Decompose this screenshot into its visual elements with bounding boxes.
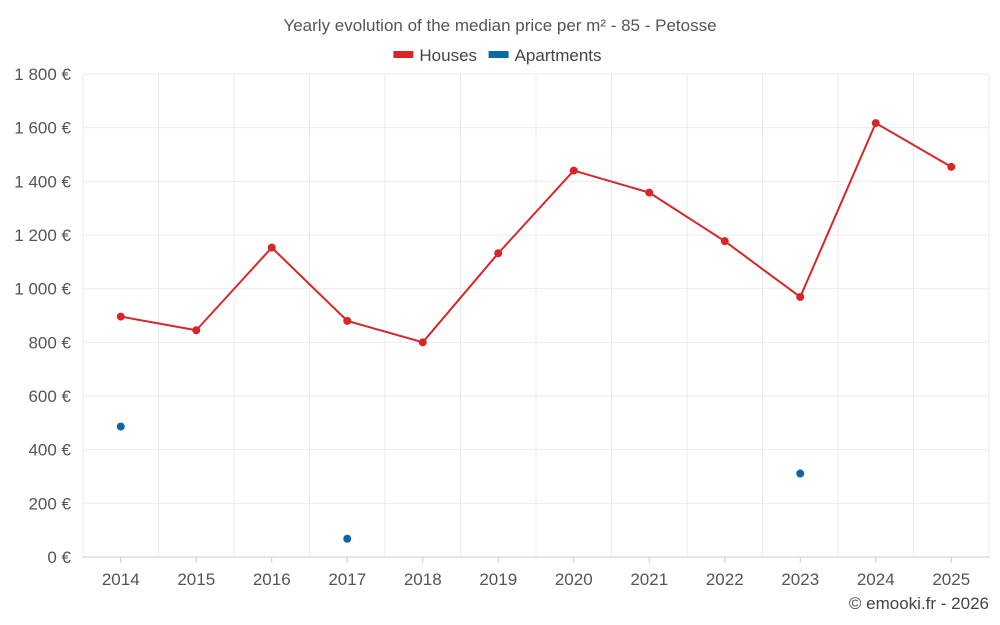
houses-data-point (192, 326, 201, 335)
houses-data-point (267, 243, 276, 252)
y-tick-label: 200 € (28, 494, 71, 513)
x-tick-label: 2016 (253, 570, 291, 589)
x-tick-label: 2020 (555, 570, 593, 589)
series-layer (116, 119, 956, 543)
x-tick-label: 2024 (857, 570, 895, 589)
y-tick-label: 1 600 € (14, 119, 71, 138)
apartments-data-point (116, 422, 125, 431)
y-tick-label: 0 € (47, 548, 71, 567)
houses-series-line (120, 122, 952, 344)
y-tick-label: 1 200 € (14, 226, 71, 245)
x-tick-label: 2014 (102, 570, 140, 589)
x-tick-label: 2019 (479, 570, 517, 589)
houses-legend-label: Houses (419, 46, 477, 65)
axes: 0 € 200 € 400 € 600 € 800 € 1 000 € 1 200 € 1 4… (14, 65, 989, 589)
houses-data-point (796, 292, 805, 301)
houses-data-point (645, 188, 654, 197)
apartments-data-point (796, 469, 805, 478)
y-tick-label: 800 € (28, 333, 71, 352)
houses-data-point (947, 162, 956, 171)
houses-data-point (418, 338, 427, 347)
y-tick-label: 1 000 € (14, 280, 71, 299)
houses-data-point (569, 166, 578, 175)
houses-data-point (116, 312, 125, 321)
apartments-data-point (343, 534, 352, 543)
x-tick-label: 2018 (404, 570, 442, 589)
grid (82, 73, 990, 557)
houses-data-point (871, 119, 880, 128)
x-tick-label: 2015 (177, 570, 215, 589)
houses-data-point (720, 237, 729, 246)
x-tick-label: 2021 (630, 570, 668, 589)
houses-legend-swatch (393, 51, 414, 58)
houses-data-point (494, 249, 503, 258)
chart-title: Yearly evolution of the median price per… (283, 16, 716, 35)
y-tick-label: 1 800 € (14, 65, 71, 84)
legend: Houses Apartments (393, 46, 602, 65)
y-tick-label: 600 € (28, 387, 71, 406)
x-tick-label: 2017 (328, 570, 366, 589)
y-tick-label: 400 € (28, 441, 71, 460)
x-tick-label: 2022 (706, 570, 744, 589)
x-tick-label: 2025 (932, 570, 970, 589)
houses-data-point (343, 316, 352, 325)
y-tick-label: 1 400 € (14, 172, 71, 191)
x-tick-label: 2023 (781, 570, 819, 589)
apartments-legend-swatch (488, 51, 509, 58)
apartments-legend-label: Apartments (515, 46, 602, 65)
copyright-footer: © emooki.fr - 2026 (849, 594, 989, 613)
